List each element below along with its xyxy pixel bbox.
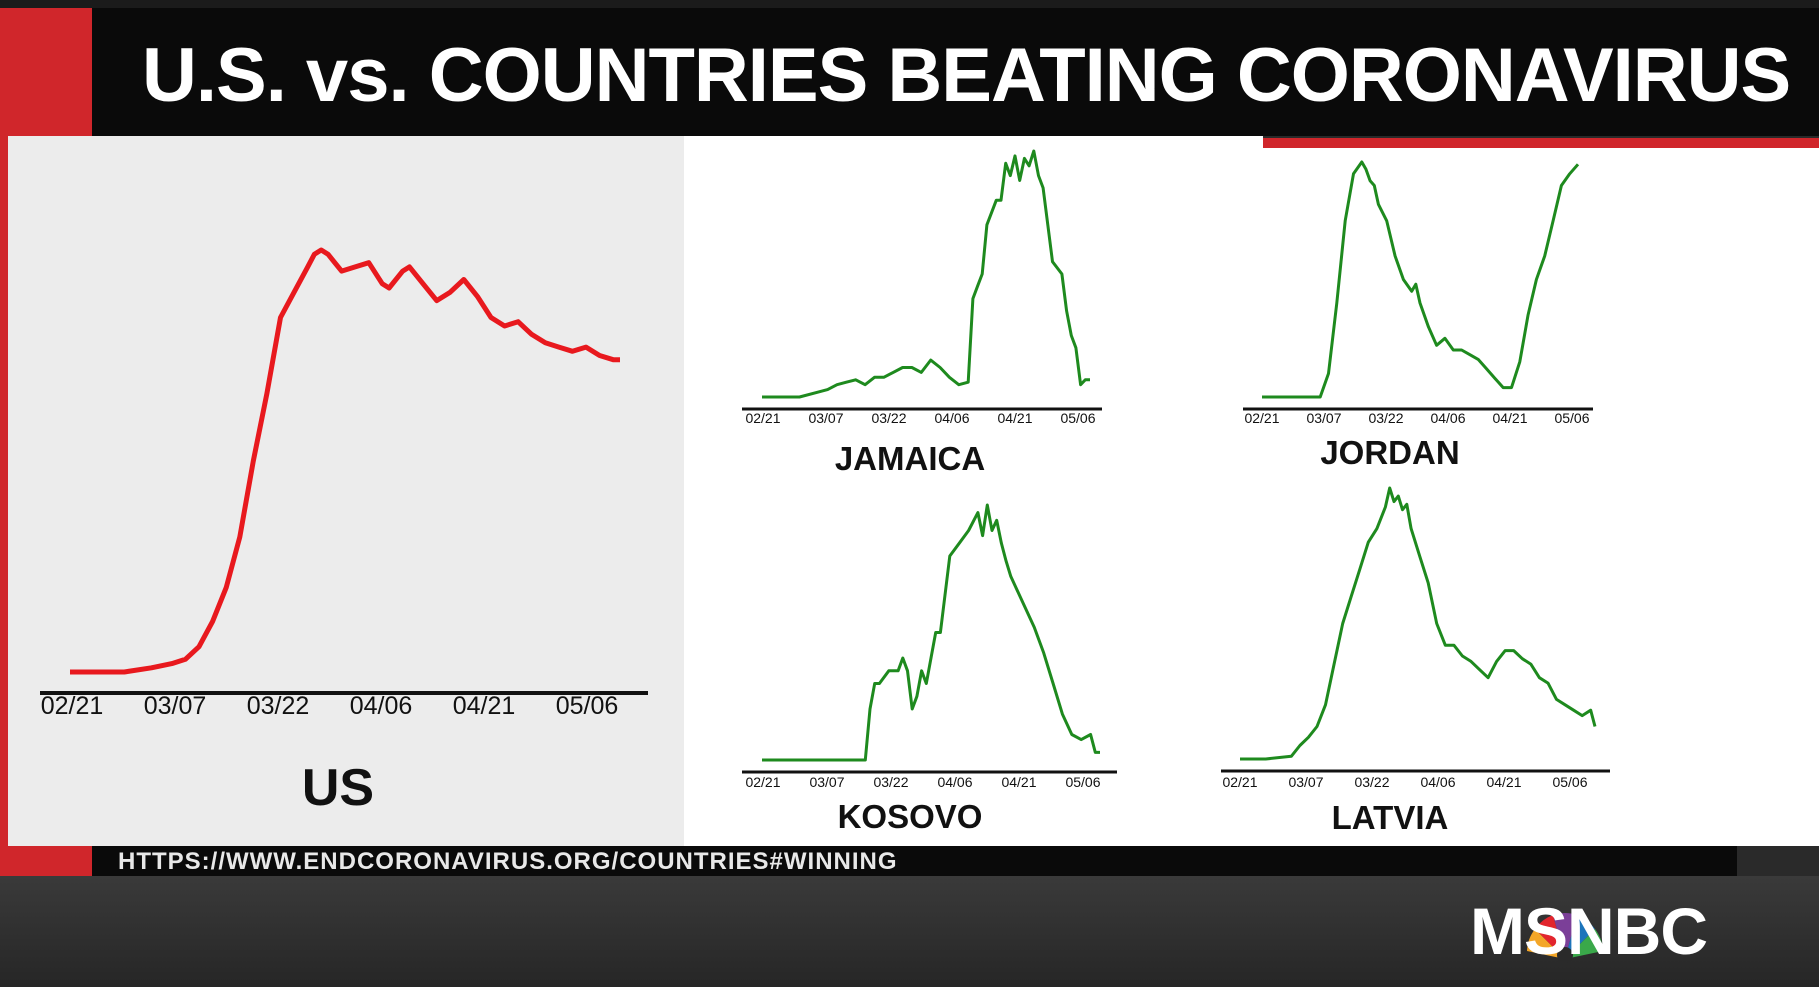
lower-background (0, 876, 1819, 987)
title-bar (92, 8, 1819, 136)
chart-label-jordan: JORDAN (1320, 434, 1459, 471)
page-title: U.S. vs. COUNTRIES BEATING CORONAVIRUS (142, 33, 1791, 118)
series-line-us (70, 247, 620, 675)
x-tick-label: 03/07 (1306, 410, 1341, 426)
title-red-accent (0, 8, 92, 136)
x-tick-label: 03/07 (808, 410, 843, 426)
chart-label-latvia: LATVIA (1332, 799, 1449, 836)
x-tick-label: 04/06 (1420, 774, 1455, 790)
peacock-logo-icon (1527, 913, 1603, 963)
x-tick-label: 03/22 (873, 774, 908, 790)
x-tick-label: 04/06 (934, 410, 969, 426)
x-tick-label: 03/22 (1354, 774, 1389, 790)
x-tick-label: 04/06 (350, 692, 413, 720)
top-border (0, 0, 1819, 8)
x-tick-label: 05/06 (1552, 774, 1587, 790)
url-red-accent (0, 846, 92, 876)
x-tick-label: 02/21 (1222, 774, 1257, 790)
series-line-kosovo (762, 503, 1100, 762)
x-tick-label: 03/07 (1288, 774, 1323, 790)
series-line-jamaica (762, 149, 1090, 399)
series-line-jordan (1262, 160, 1580, 399)
x-tick-label: 03/22 (1368, 410, 1403, 426)
x-tick-label: 04/06 (937, 774, 972, 790)
x-tick-label: 03/22 (871, 410, 906, 426)
x-tick-label: 04/21 (453, 692, 516, 720)
x-tick-label: 04/21 (1486, 774, 1521, 790)
red-accent-stripe (1263, 138, 1819, 148)
left-red-edge (0, 136, 8, 846)
countries-chart-panel (684, 148, 1819, 846)
x-tick-label: 04/06 (1430, 410, 1465, 426)
x-tick-label: 03/07 (144, 692, 207, 720)
x-tick-label: 04/21 (1001, 774, 1036, 790)
x-tick-label: 04/21 (997, 410, 1032, 426)
chart-label-jamaica: JAMAICA (835, 440, 985, 477)
countries-panel-top (684, 136, 1263, 148)
x-tick-label: 02/21 (745, 774, 780, 790)
url-bar (92, 846, 1737, 876)
network-logo-text: MSNBC (1470, 894, 1708, 968)
x-tick-label: 05/06 (1554, 410, 1589, 426)
series-line-latvia (1240, 486, 1597, 761)
x-tick-label: 02/21 (745, 410, 780, 426)
x-tick-label: 05/06 (1065, 774, 1100, 790)
x-tick-label: 03/07 (809, 774, 844, 790)
x-tick-label: 02/21 (1244, 410, 1279, 426)
x-tick-label: 04/21 (1492, 410, 1527, 426)
us-chart-panel (8, 136, 684, 846)
x-tick-label: 03/22 (247, 692, 310, 720)
x-tick-label: 05/06 (556, 692, 619, 720)
x-tick-label: 05/06 (1060, 410, 1095, 426)
x-tick-label: 02/21 (41, 692, 104, 720)
chart-label-kosovo: KOSOVO (838, 798, 983, 835)
chart-label-us: US (302, 759, 374, 817)
source-url: HTTPS://WWW.ENDCORONAVIRUS.ORG/COUNTRIES… (118, 848, 898, 875)
